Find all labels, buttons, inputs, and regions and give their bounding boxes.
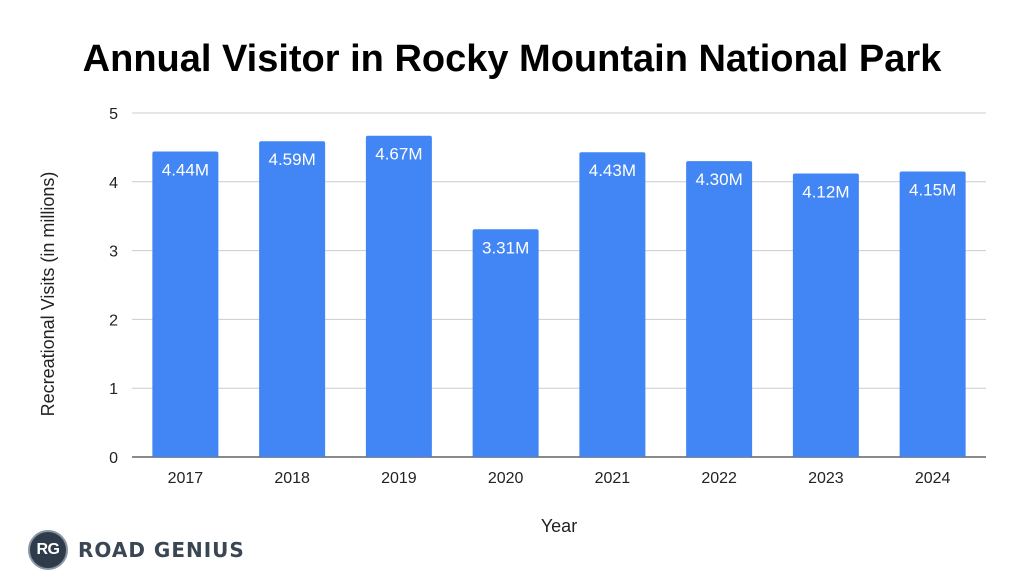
y-axis-ticks: 0 1 2 3 4 5 xyxy=(109,106,118,467)
y-tick-label: 1 xyxy=(109,381,118,398)
y-tick-label: 4 xyxy=(109,175,118,192)
bar-2024 xyxy=(899,171,966,458)
data-labels: 4.44M 4.59M 4.67M 3.31M 4.43M 4.30M 4.12M 4.15M xyxy=(162,145,957,258)
data-label-2021: 4.43M xyxy=(589,161,636,180)
x-tick-label-2020: 2020 xyxy=(488,470,524,487)
data-label-2023: 4.12M xyxy=(802,183,849,202)
data-label-2022: 4.30M xyxy=(696,170,743,189)
y-tick-label: 2 xyxy=(109,312,118,329)
x-tick-label-2018: 2018 xyxy=(274,470,310,487)
x-tick-label-2022: 2022 xyxy=(701,470,737,487)
chart-title: Annual Visitor in Rocky Mountain Nationa… xyxy=(82,38,942,80)
x-tick-label-2019: 2019 xyxy=(381,470,417,487)
logo-text: ROAD GENIUS xyxy=(78,538,245,562)
y-tick-label: 0 xyxy=(109,450,118,467)
x-tick-label-2017: 2017 xyxy=(168,470,204,487)
x-tick-label-2021: 2021 xyxy=(595,470,631,487)
x-axis-ticks: 2017 2018 2019 2020 2021 2022 2023 2024 xyxy=(168,470,951,487)
x-tick-label-2023: 2023 xyxy=(808,470,844,487)
data-label-2017: 4.44M xyxy=(162,161,209,180)
bar-2018 xyxy=(259,141,326,457)
x-axis-label: Year xyxy=(541,516,577,536)
bars xyxy=(152,135,966,458)
x-tick-label-2024: 2024 xyxy=(915,470,951,487)
y-axis-label: Recreational Visits (in millions) xyxy=(38,172,58,417)
data-label-2024: 4.15M xyxy=(909,180,956,199)
data-label-2018: 4.59M xyxy=(269,150,316,169)
data-label-2020: 3.31M xyxy=(482,238,529,257)
data-label-2019: 4.67M xyxy=(375,145,422,164)
bar-2020 xyxy=(472,229,539,457)
bar-2021 xyxy=(579,152,646,457)
bar-2017 xyxy=(152,151,219,457)
bar-2019 xyxy=(365,135,432,458)
logo-badge-icon: RG xyxy=(28,530,68,570)
bar-2023 xyxy=(792,173,859,457)
y-tick-label: 5 xyxy=(109,106,118,123)
y-tick-label: 3 xyxy=(109,244,118,261)
road-genius-logo: RG ROAD GENIUS xyxy=(28,528,245,572)
bar-2022 xyxy=(686,161,753,457)
